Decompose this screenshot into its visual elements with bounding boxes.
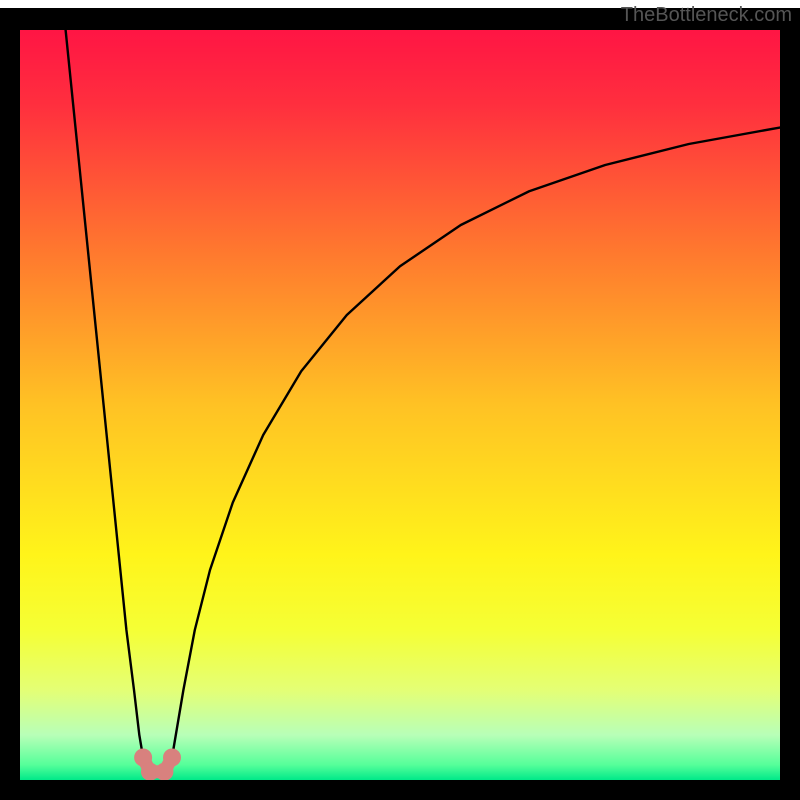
cusp-marker xyxy=(163,749,181,767)
plot-background xyxy=(20,30,780,780)
watermark-text: TheBottleneck.com xyxy=(621,4,792,27)
chart-container: TheBottleneck.com xyxy=(0,0,800,800)
bottleneck-chart xyxy=(0,0,800,800)
